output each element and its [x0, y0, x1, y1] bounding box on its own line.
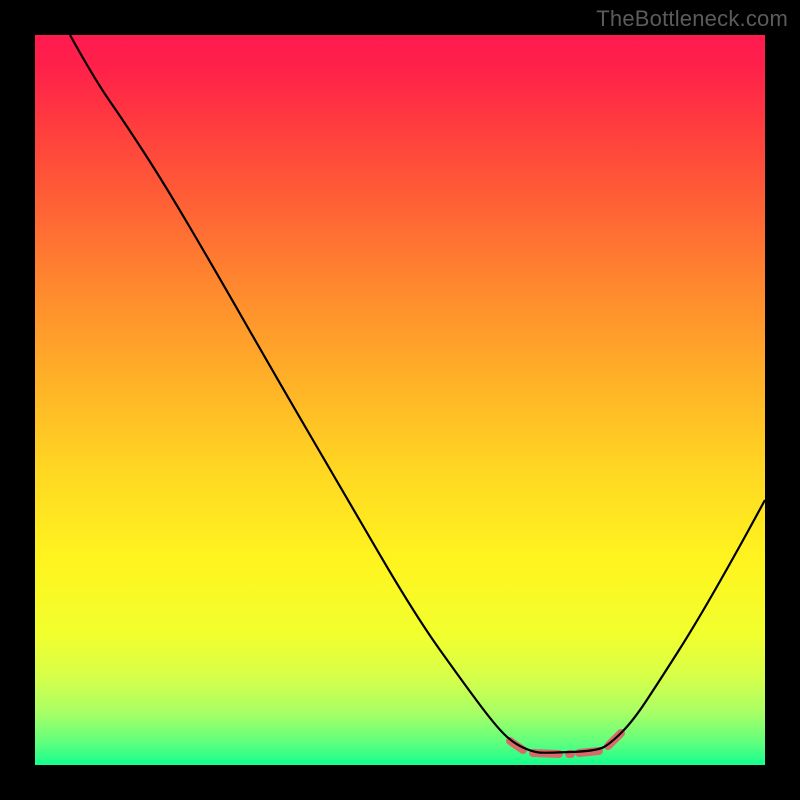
chart-container: TheBottleneck.com [0, 0, 800, 800]
bottleneck-curve [70, 35, 765, 753]
plot-area [35, 35, 765, 765]
watermark-text: TheBottleneck.com [596, 6, 788, 32]
curve-layer [35, 35, 765, 765]
flat-region-markers [510, 733, 621, 754]
